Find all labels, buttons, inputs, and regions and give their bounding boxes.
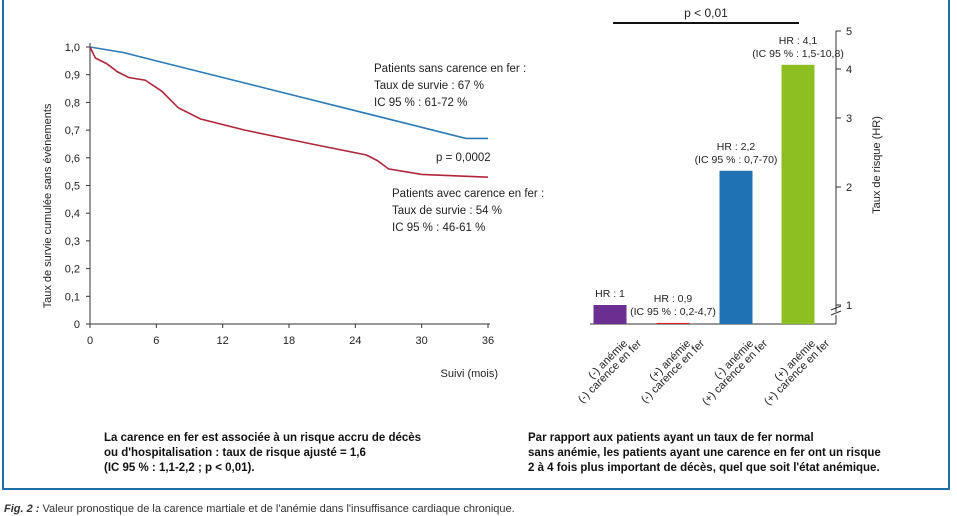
y-tick-label: 0,2 xyxy=(65,264,80,276)
x-tick-label: 6 xyxy=(153,335,159,347)
bar-label: HR : 1 xyxy=(595,288,625,300)
chart-annotation: Taux de survie : 54 % xyxy=(392,205,502,217)
left-note-line: La carence en fer est associée à un risq… xyxy=(104,432,422,444)
chart-annotation: Taux de survie : 67 % xyxy=(374,80,484,92)
bar-label: (IC 95 % : 0,2-4,7) xyxy=(630,306,716,318)
y-axis-label: Taux de risque (HR) xyxy=(871,116,883,214)
bar xyxy=(593,305,627,324)
left-note: La carence en fer est associée à un risq… xyxy=(104,431,421,476)
y-tick-label: 0,4 xyxy=(65,208,80,220)
caption-text: Valeur pronostique de la carence martial… xyxy=(42,503,515,515)
figure-frame xyxy=(2,0,950,490)
y-tick-label: 0,6 xyxy=(65,153,80,165)
y-tick-label: 1,0 xyxy=(65,42,80,54)
survival-chart: 0 0,1 0,2 0,3 0,4 0,5 0,6 0,7 0,8 0,9 1,0 0 6 12 18 24 3… xyxy=(42,42,544,380)
x-tick-label: 0 xyxy=(87,335,93,347)
axis-break-mark xyxy=(830,310,842,316)
left-note-line: ou d'hospitalisation : taux de risque aj… xyxy=(104,447,366,459)
significance-label: p < 0,01 xyxy=(684,6,728,20)
category-label: (-) carence en fer xyxy=(576,337,644,405)
bar-label: HR : 2,2 xyxy=(717,141,756,153)
x-tick-label: 30 xyxy=(416,335,428,347)
bar xyxy=(781,64,815,324)
y-tick-label: 0,1 xyxy=(65,291,80,303)
right-note-line: sans anémie, les patients ayant une care… xyxy=(528,447,881,459)
chart-annotation: IC 95 % : 61-72 % xyxy=(374,97,467,109)
x-axis-label: Suivi (mois) xyxy=(441,368,498,380)
chart-annotation: IC 95 % : 46-61 % xyxy=(392,222,485,234)
axis-break-mark xyxy=(830,305,842,311)
y-tick-label: 0,7 xyxy=(65,125,80,137)
chart-annotation: Patients avec carence en fer : xyxy=(392,188,544,200)
survival-curve-2 xyxy=(89,46,489,178)
y-tick-label: 0 xyxy=(74,319,80,331)
caption-label: Fig. 2 : xyxy=(4,503,40,515)
right-note-line: Par rapport aux patients ayant un taux d… xyxy=(528,432,814,444)
y-tick-label: 4 xyxy=(846,64,852,76)
figure-caption: Fig. 2 : Valeur pronostique de la carenc… xyxy=(4,503,515,515)
survival-curve-1 xyxy=(89,46,488,140)
y-tick-label: 1 xyxy=(846,300,852,312)
bar-label: (IC 95 % : 1,5-10,8) xyxy=(752,48,844,60)
right-note-line: 2 à 4 fois plus important de décès, quel… xyxy=(528,462,880,474)
category-label: (-) carence en fer xyxy=(639,337,707,405)
y-tick-label: 0,3 xyxy=(65,236,80,248)
y-tick-label: 2 xyxy=(846,182,852,194)
chart-annotation: Patients sans carence en fer : xyxy=(374,63,526,75)
x-tick-label: 12 xyxy=(217,335,229,347)
x-tick-label: 36 xyxy=(482,335,494,347)
y-tick-label: 5 xyxy=(846,26,852,38)
x-tick-label: 18 xyxy=(283,335,295,347)
x-tick-label: 24 xyxy=(349,335,361,347)
hazard-ratio-chart: p < 0,01 1 2 3 4 5 Taux de risque (HR) HR : 1 (-… xyxy=(576,6,883,408)
bar xyxy=(656,322,690,324)
bar-label: (IC 95 % : 0,7-70) xyxy=(695,154,778,166)
bar-label: HR : 4,1 xyxy=(779,35,818,47)
bar-label: HR : 0,9 xyxy=(654,293,693,305)
chart-annotation: p = 0,0002 xyxy=(436,152,491,164)
bar xyxy=(719,170,753,324)
category-label: (+) carence en fer xyxy=(700,337,770,407)
y-tick-label: 0,5 xyxy=(65,181,80,193)
y-axis-label: Taux de survie cumulée sans événements xyxy=(42,103,54,308)
y-tick-label: 0,8 xyxy=(65,97,80,109)
category-label: (+) carence en fer xyxy=(762,337,832,407)
y-tick-label: 0,9 xyxy=(65,70,80,82)
figure-charts: 00,10,20,30,40,50,60,70,80,91,00 6 12 18 24 3… xyxy=(42,6,883,408)
left-note-line: (IC 95 % : 1,1-2,2 ; p < 0,01). xyxy=(104,462,255,474)
y-tick-label: 3 xyxy=(846,113,852,125)
right-note: Par rapport aux patients ayant un taux d… xyxy=(528,431,881,476)
